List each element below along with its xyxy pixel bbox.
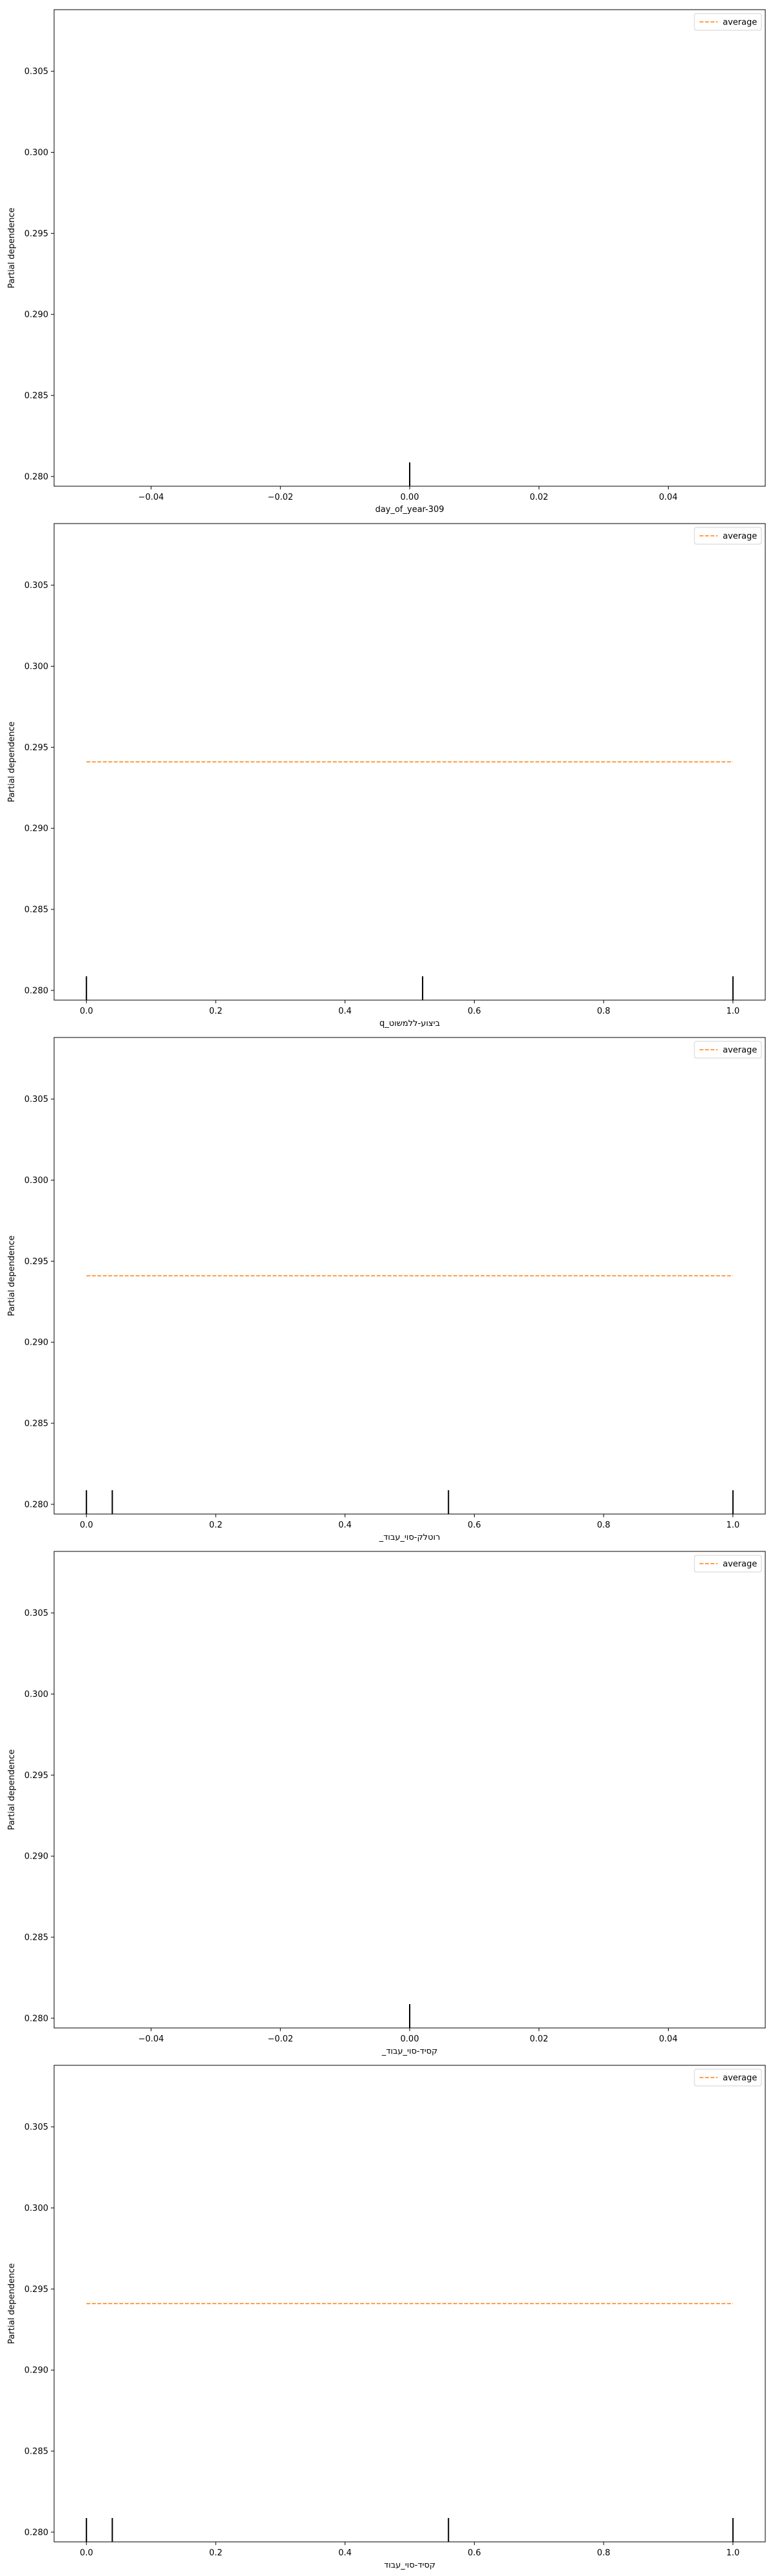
y-axis-label: Partial dependence: [7, 1749, 17, 1830]
x-tick-label: 0.4: [338, 2548, 352, 2558]
legend: average: [694, 2069, 762, 2087]
x-tick-label: 0.00: [401, 493, 419, 502]
y-tick-label: 0.290: [24, 1852, 48, 1862]
y-tick-label: 0.305: [24, 1095, 48, 1104]
pd-panel-4: 0.280 0.285 0.290 0.295 0.300 0.305 −0.04 −0.02…: [7, 1551, 766, 2056]
legend: average: [694, 1041, 762, 1059]
y-tick-label: 0.290: [24, 2366, 48, 2376]
y-axis-label: Partial dependence: [7, 2263, 17, 2344]
x-tick-label: 0.8: [597, 2548, 611, 2558]
x-axis-label: קסיד-סוי_עבוד: [384, 2561, 435, 2570]
x-tick-label: −0.04: [138, 2034, 164, 2044]
axes-frame: [53, 1037, 766, 1515]
y-tick-label: 0.280: [24, 2014, 48, 2023]
axes-frame: [53, 523, 766, 1001]
x-tick-label: −0.02: [267, 2034, 293, 2044]
legend-label: average: [723, 2074, 757, 2083]
legend-box: [694, 527, 762, 545]
y-tick-label: 0.305: [24, 1609, 48, 1618]
legend-box: [694, 13, 762, 31]
x-tick-label: 0.2: [209, 2548, 223, 2558]
y-tick-label: 0.285: [24, 392, 48, 401]
x-tick-label: 0.04: [659, 493, 678, 502]
legend-box: [694, 1041, 762, 1059]
y-tick-label: 0.290: [24, 1338, 48, 1348]
x-axis-label: _קסיד-סוי_עבוד: [381, 2047, 438, 2056]
x-tick-label: 0.0: [80, 1007, 93, 1016]
x-tick-label: 0.4: [338, 1007, 352, 1016]
y-tick-label: 0.285: [24, 1933, 48, 1943]
x-tick-label: 0.8: [597, 1007, 611, 1016]
legend: average: [694, 1555, 762, 1573]
x-tick-label: 0.0: [80, 1520, 93, 1530]
x-tick-label: 0.6: [468, 1007, 481, 1016]
y-axis-label: Partial dependence: [7, 721, 17, 802]
legend-box: [694, 2069, 762, 2087]
x-tick-label: 0.00: [401, 2034, 419, 2044]
y-tick-label: 0.290: [24, 824, 48, 834]
y-tick-label: 0.285: [24, 1419, 48, 1429]
x-axis-label: q_ביצוע-ללמשוט: [379, 1019, 440, 1028]
axes-frame: [53, 9, 766, 487]
x-tick-label: 0.04: [659, 2034, 678, 2044]
axes-frame: [53, 1551, 766, 2029]
x-tick-label: −0.02: [267, 493, 293, 502]
y-tick-label: 0.295: [24, 229, 48, 239]
y-axis-label: Partial dependence: [7, 207, 17, 288]
y-tick-label: 0.280: [24, 472, 48, 482]
x-tick-label: 0.2: [209, 1520, 223, 1530]
legend-label: average: [723, 532, 757, 542]
y-tick-label: 0.285: [24, 2447, 48, 2457]
y-tick-label: 0.295: [24, 1771, 48, 1781]
axes-frame: [53, 2065, 766, 2543]
y-tick-label: 0.295: [24, 1257, 48, 1267]
x-tick-label: 1.0: [726, 1007, 740, 1016]
legend-label: average: [723, 1046, 757, 1056]
legend-label: average: [723, 1560, 757, 1569]
x-tick-label: 0.6: [468, 1520, 481, 1530]
pd-panel-2: 0.280 0.285 0.290 0.295 0.300 0.305 0.0 0.2 0.4 0…: [7, 523, 766, 1028]
y-tick-label: 0.300: [24, 1690, 48, 1700]
y-tick-label: 0.295: [24, 2285, 48, 2295]
x-tick-label: 0.2: [209, 1007, 223, 1016]
pd-panel-5: 0.280 0.285 0.290 0.295 0.300 0.305 0.0 0.2 0.4 0…: [7, 2065, 766, 2570]
legend: average: [694, 13, 762, 31]
x-tick-label: 1.0: [726, 2548, 740, 2558]
y-tick-label: 0.285: [24, 905, 48, 915]
x-tick-label: −0.04: [138, 493, 164, 502]
y-tick-label: 0.300: [24, 1176, 48, 1186]
y-tick-label: 0.280: [24, 986, 48, 996]
legend-label: average: [723, 18, 757, 28]
legend-box: [694, 1555, 762, 1573]
y-tick-label: 0.290: [24, 310, 48, 320]
x-tick-label: 0.0: [80, 2548, 93, 2558]
x-tick-label: 0.4: [338, 1520, 352, 1530]
y-tick-label: 0.300: [24, 662, 48, 672]
x-tick-label: 0.02: [530, 2034, 548, 2044]
x-tick-label: 0.02: [530, 493, 548, 502]
y-tick-label: 0.305: [24, 581, 48, 591]
y-axis-label: Partial dependence: [7, 1235, 17, 1316]
legend: average: [694, 527, 762, 545]
y-tick-label: 0.300: [24, 148, 48, 158]
x-axis-label: _רוטלק-סוי_עבוד: [379, 1533, 441, 1542]
y-tick-label: 0.280: [24, 1500, 48, 1510]
x-tick-label: 0.8: [597, 1520, 611, 1530]
y-tick-label: 0.305: [24, 2123, 48, 2132]
y-tick-label: 0.280: [24, 2528, 48, 2537]
x-tick-label: 0.6: [468, 2548, 481, 2558]
y-tick-label: 0.295: [24, 743, 48, 753]
x-tick-label: 1.0: [726, 1520, 740, 1530]
pd-panel-1: 0.280 0.285 0.290 0.295 0.300 0.305 −0.04 −0.02…: [7, 9, 766, 515]
y-tick-label: 0.300: [24, 2204, 48, 2213]
x-axis-label: day_of_year-309: [375, 505, 444, 515]
y-tick-label: 0.305: [24, 67, 48, 77]
pd-panel-3: 0.280 0.285 0.290 0.295 0.300 0.305 0.0 0.2 0.4 0…: [7, 1037, 766, 1542]
